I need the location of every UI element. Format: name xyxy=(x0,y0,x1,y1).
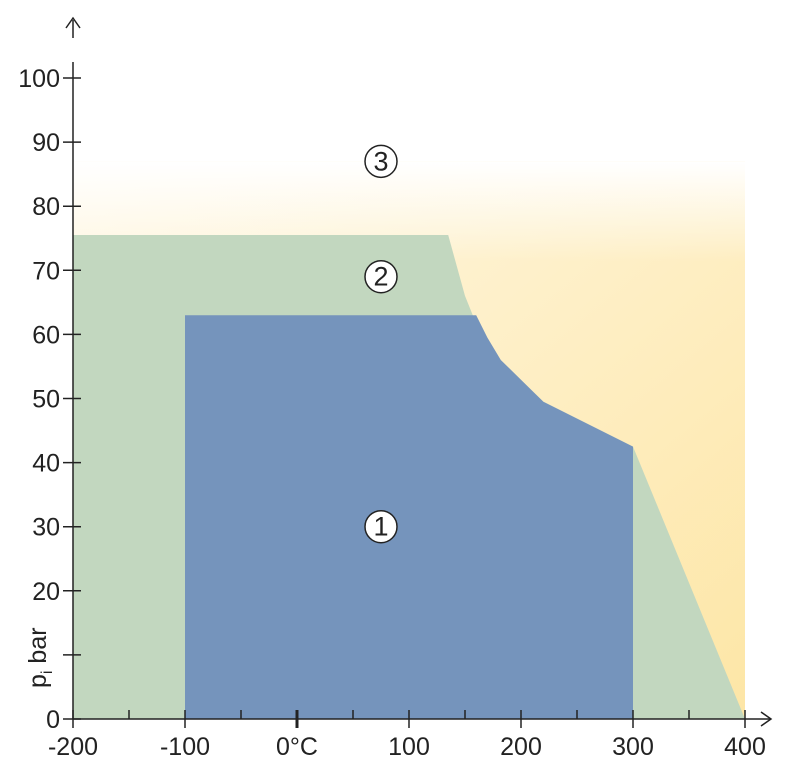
y-tick-label: 70 xyxy=(32,257,60,285)
region-1-label: 1 xyxy=(373,512,388,542)
x-tick-label: -200 xyxy=(48,733,98,761)
x-tick-label: -100 xyxy=(160,733,210,761)
x-tick-label: 400 xyxy=(724,733,766,761)
y-tick-label: 60 xyxy=(32,321,60,349)
region-2-label: 2 xyxy=(373,262,388,292)
region-2-marker xyxy=(364,259,398,294)
regions-layer xyxy=(73,161,745,720)
y-tick-label: 0 xyxy=(46,706,60,734)
y-axis-arrow xyxy=(65,16,81,29)
y-tick-label: 90 xyxy=(32,129,60,157)
region-1-marker xyxy=(364,509,398,544)
x-tick-label: 100 xyxy=(388,733,430,761)
region-3-marker xyxy=(364,144,398,179)
x-tick-label: 0°C xyxy=(276,733,318,761)
y-tick-label: 30 xyxy=(32,514,60,542)
x-axis-arrow xyxy=(760,711,773,727)
y-tick-label: 80 xyxy=(32,193,60,221)
region-1-area xyxy=(185,315,633,719)
y-tick-label: 100 xyxy=(18,65,60,93)
labels-layer: 3 2 1 xyxy=(364,144,398,544)
y-tick-label: 20 xyxy=(32,578,60,606)
y-tick-label: 40 xyxy=(32,450,60,478)
axes-layer: 0 20 30 40 50 60 70 80 90 100 -200 -100 0°C 100 200 300… xyxy=(18,16,773,761)
y-tick-label: 50 xyxy=(32,386,60,414)
y-axis-label: pi bar xyxy=(24,627,56,688)
x-tick-label: 200 xyxy=(500,733,542,761)
region-3-label: 3 xyxy=(373,146,388,176)
x-tick-label: 300 xyxy=(612,733,654,761)
